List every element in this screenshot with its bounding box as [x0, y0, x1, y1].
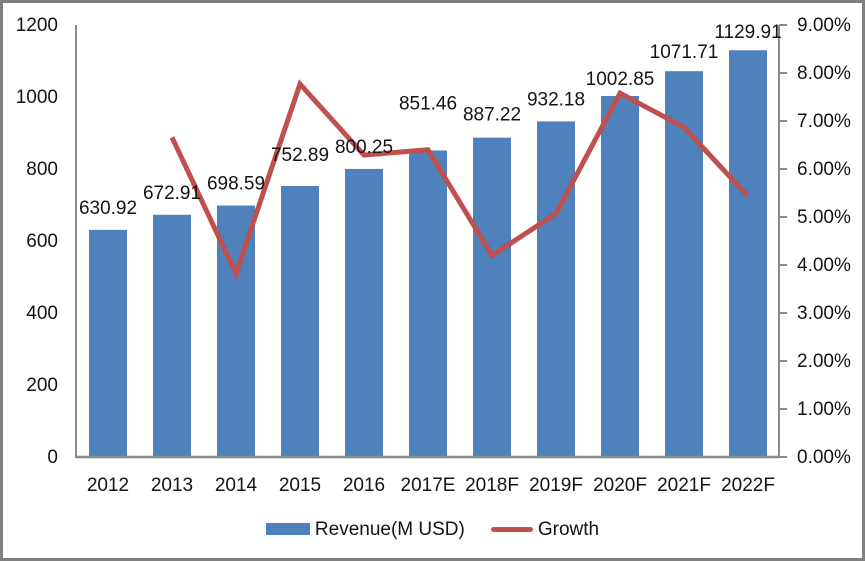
chart-legend: Revenue(M USD) Growth: [0, 516, 865, 542]
right-axis-tick-label: 6.00%: [797, 159, 851, 180]
revenue-series-swatch: [265, 523, 310, 535]
x-axis-label-2021F: 2021F: [657, 475, 711, 496]
revenue-bar-2022F: [729, 50, 767, 458]
left-axis-tick-label: 1000: [16, 87, 58, 108]
revenue-bar-2015: [281, 185, 319, 457]
left-axis-tick-label: 800: [26, 159, 58, 180]
left-axis-tick-label: 0: [47, 447, 58, 468]
x-axis-label-2019F: 2019F: [529, 475, 583, 496]
right-axis-tick-label: 1.00%: [797, 399, 851, 420]
right-axis-tick-label: 9.00%: [797, 15, 851, 36]
x-axis-label-2012: 2012: [87, 475, 129, 496]
x-axis-label-2020F: 2020F: [593, 475, 647, 496]
left-axis-tick-label: 1200: [16, 15, 58, 36]
revenue-bar-2016: [345, 168, 383, 457]
left-axis-tick-label: 600: [26, 231, 58, 252]
revenue-data-label-2013: 672.91: [143, 183, 201, 204]
right-axis-tick-label: 2.00%: [797, 351, 851, 372]
growth-series-swatch: [490, 526, 533, 532]
right-axis-tick-label: 4.00%: [797, 255, 851, 276]
revenue-data-label-2022F: 1129.91: [714, 22, 781, 43]
revenue-bar-2020F: [601, 95, 639, 457]
revenue-data-label-2014: 698.59: [207, 174, 265, 195]
right-axis-tick-label: 3.00%: [797, 303, 851, 324]
revenue-bar-2012: [89, 229, 127, 457]
right-axis-tick-label: 7.00%: [797, 111, 851, 132]
revenue-data-label-2012: 630.92: [79, 198, 137, 219]
growth-series-label: Growth: [537, 518, 600, 540]
x-axis-label-2022F: 2022F: [721, 475, 775, 496]
x-axis-label-2018F: 2018F: [465, 475, 519, 496]
legend-item-growth: Growth: [490, 518, 600, 540]
left-axis-tick-label: 200: [26, 375, 58, 396]
revenue-bar-2018F: [473, 137, 511, 457]
revenue-data-label-2018F: 887.22: [463, 105, 521, 126]
x-axis-label-2017E: 2017E: [401, 475, 456, 496]
revenue-bar-2019F: [537, 121, 575, 458]
x-axis-label-2016: 2016: [343, 475, 385, 496]
growth-line: [169, 79, 750, 281]
x-axis-label-2013: 2013: [151, 475, 193, 496]
revenue-data-label-2016: 800.25: [335, 137, 393, 158]
left-axis-tick-label: 400: [26, 303, 58, 324]
revenue-bar-2017E: [409, 150, 447, 457]
revenue-series-label: Revenue(M USD): [314, 518, 465, 540]
revenue-data-label-2017E: 851.46: [399, 93, 457, 114]
revenue-bar-2021F: [665, 71, 703, 458]
revenue-data-label-2021F: 1071.71: [650, 42, 719, 63]
revenue-bar-2013: [153, 214, 191, 457]
revenue-data-label-2019F: 932.18: [527, 89, 585, 110]
x-axis-label-2015: 2015: [279, 475, 321, 496]
revenue-data-label-2015: 752.89: [271, 145, 329, 166]
right-axis-tick-label: 0.00%: [797, 447, 851, 468]
revenue-data-label-2020F: 1002.85: [586, 69, 655, 90]
right-axis-tick-label: 8.00%: [797, 63, 851, 84]
legend-item-revenue: Revenue(M USD): [265, 518, 465, 540]
x-axis-label-2014: 2014: [215, 475, 258, 496]
right-axis-tick-label: 5.00%: [797, 207, 851, 228]
